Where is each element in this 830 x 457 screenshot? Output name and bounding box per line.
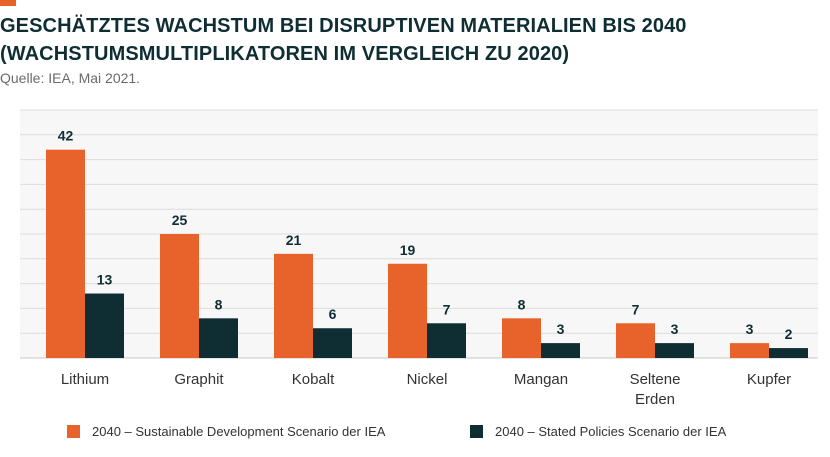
accent-mark (0, 0, 16, 6)
chart-title: GESCHÄTZTES WACHSTUM BEI DISRUPTIVEN MAT… (0, 12, 820, 68)
category-labels: Lithium Graphit Kobalt Nickel Mangan Seltene E… (61, 371, 791, 408)
bar-sds (502, 318, 541, 358)
value-label-sps: 13 (97, 272, 113, 288)
category-label: Lithium (61, 371, 109, 388)
legend-label-sds: 2040 – Sustainable Development Scenario … (92, 424, 386, 439)
value-labels: 42 13 25 8 21 6 19 7 8 3 7 3 3 2 (58, 128, 793, 342)
value-label-sps: 8 (215, 296, 223, 312)
value-label-sds: 42 (58, 128, 74, 144)
legend-label-sps: 2040 – Stated Policies Scenario der IEA (495, 424, 727, 439)
bar-sds (730, 343, 769, 358)
value-label-sds: 3 (746, 321, 754, 337)
value-label-sds: 21 (286, 232, 302, 248)
bar-sds (388, 263, 427, 358)
bar-sps (199, 318, 238, 358)
legend-swatch-sds (67, 425, 80, 438)
legend: 2040 – Sustainable Development Scenario … (0, 424, 830, 444)
bar-sds (160, 234, 199, 358)
title-line-1: GESCHÄTZTES WACHSTUM BEI DISRUPTIVEN MAT… (0, 15, 687, 37)
value-label-sps: 2 (785, 326, 793, 342)
value-label-sps: 3 (671, 321, 679, 337)
value-label-sds: 8 (518, 296, 526, 312)
bar-sds (274, 253, 313, 358)
bar-sps (655, 343, 694, 358)
bar-sds (46, 149, 85, 358)
bar-sps (85, 293, 124, 358)
legend-swatch-sps (470, 425, 483, 438)
category-label: Graphit (174, 371, 224, 388)
category-label: Kobalt (292, 371, 335, 388)
value-label-sds: 19 (400, 242, 416, 258)
value-label-sps: 7 (443, 301, 451, 317)
category-label: Seltene Erden (630, 371, 681, 408)
value-label-sps: 6 (329, 306, 337, 322)
bar-sds (616, 323, 655, 358)
bar-sps (313, 328, 352, 358)
source-note: Quelle: IEA, Mai 2021. (0, 70, 141, 86)
title-line-2: (WACHSTUMSMULTIPLIKATOREN IM VERGLEICH Z… (0, 43, 570, 65)
bar-sps (427, 323, 466, 358)
gridlines (20, 109, 818, 359)
legend-item-sps: 2040 – Stated Policies Scenario der IEA (470, 424, 726, 439)
bars (46, 149, 808, 358)
bar-sps (541, 343, 580, 358)
legend-item-sds: 2040 – Sustainable Development Scenario … (67, 424, 385, 439)
category-label: Kupfer (747, 371, 791, 388)
bar-sps (769, 348, 808, 358)
value-label-sds: 7 (632, 301, 640, 317)
value-label-sds: 25 (172, 212, 188, 228)
category-label: Nickel (407, 371, 448, 388)
category-label: Mangan (514, 371, 568, 388)
value-label-sps: 3 (557, 321, 565, 337)
